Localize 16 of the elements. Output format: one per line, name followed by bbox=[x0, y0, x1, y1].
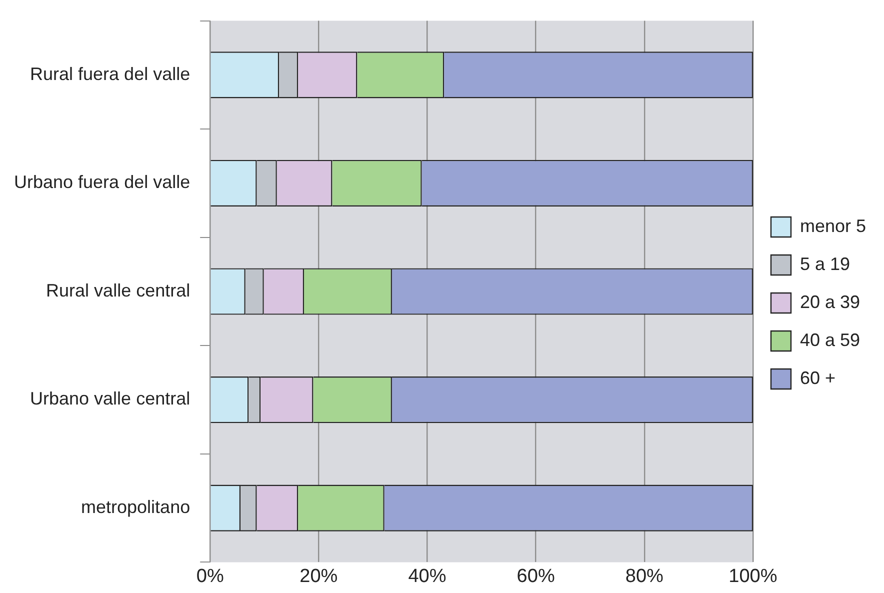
x-tick-label: 80% bbox=[625, 566, 664, 587]
legend-label: 40 a 59 bbox=[800, 330, 860, 350]
legend-label: 5 a 19 bbox=[800, 254, 850, 274]
x-tick-label: 20% bbox=[300, 566, 338, 587]
legend-label: menor 5 bbox=[800, 216, 866, 236]
legend-label: 20 a 39 bbox=[800, 292, 860, 312]
y-tick-label: metropolitano bbox=[81, 497, 190, 518]
y-tick-label: Urbano valle central bbox=[30, 388, 190, 409]
y-tick-label: Rural valle central bbox=[46, 280, 190, 300]
y-tick-label: Urbano fuera del valle bbox=[14, 172, 190, 192]
x-tick-label: 60% bbox=[516, 566, 555, 587]
legend-label: 60 + bbox=[800, 368, 836, 388]
y-tick-label: Rural fuera del valle bbox=[30, 64, 190, 84]
x-tick-label: 40% bbox=[408, 566, 446, 587]
x-tick-label: 100% bbox=[728, 566, 778, 587]
x-tick-label: 0% bbox=[196, 566, 224, 587]
